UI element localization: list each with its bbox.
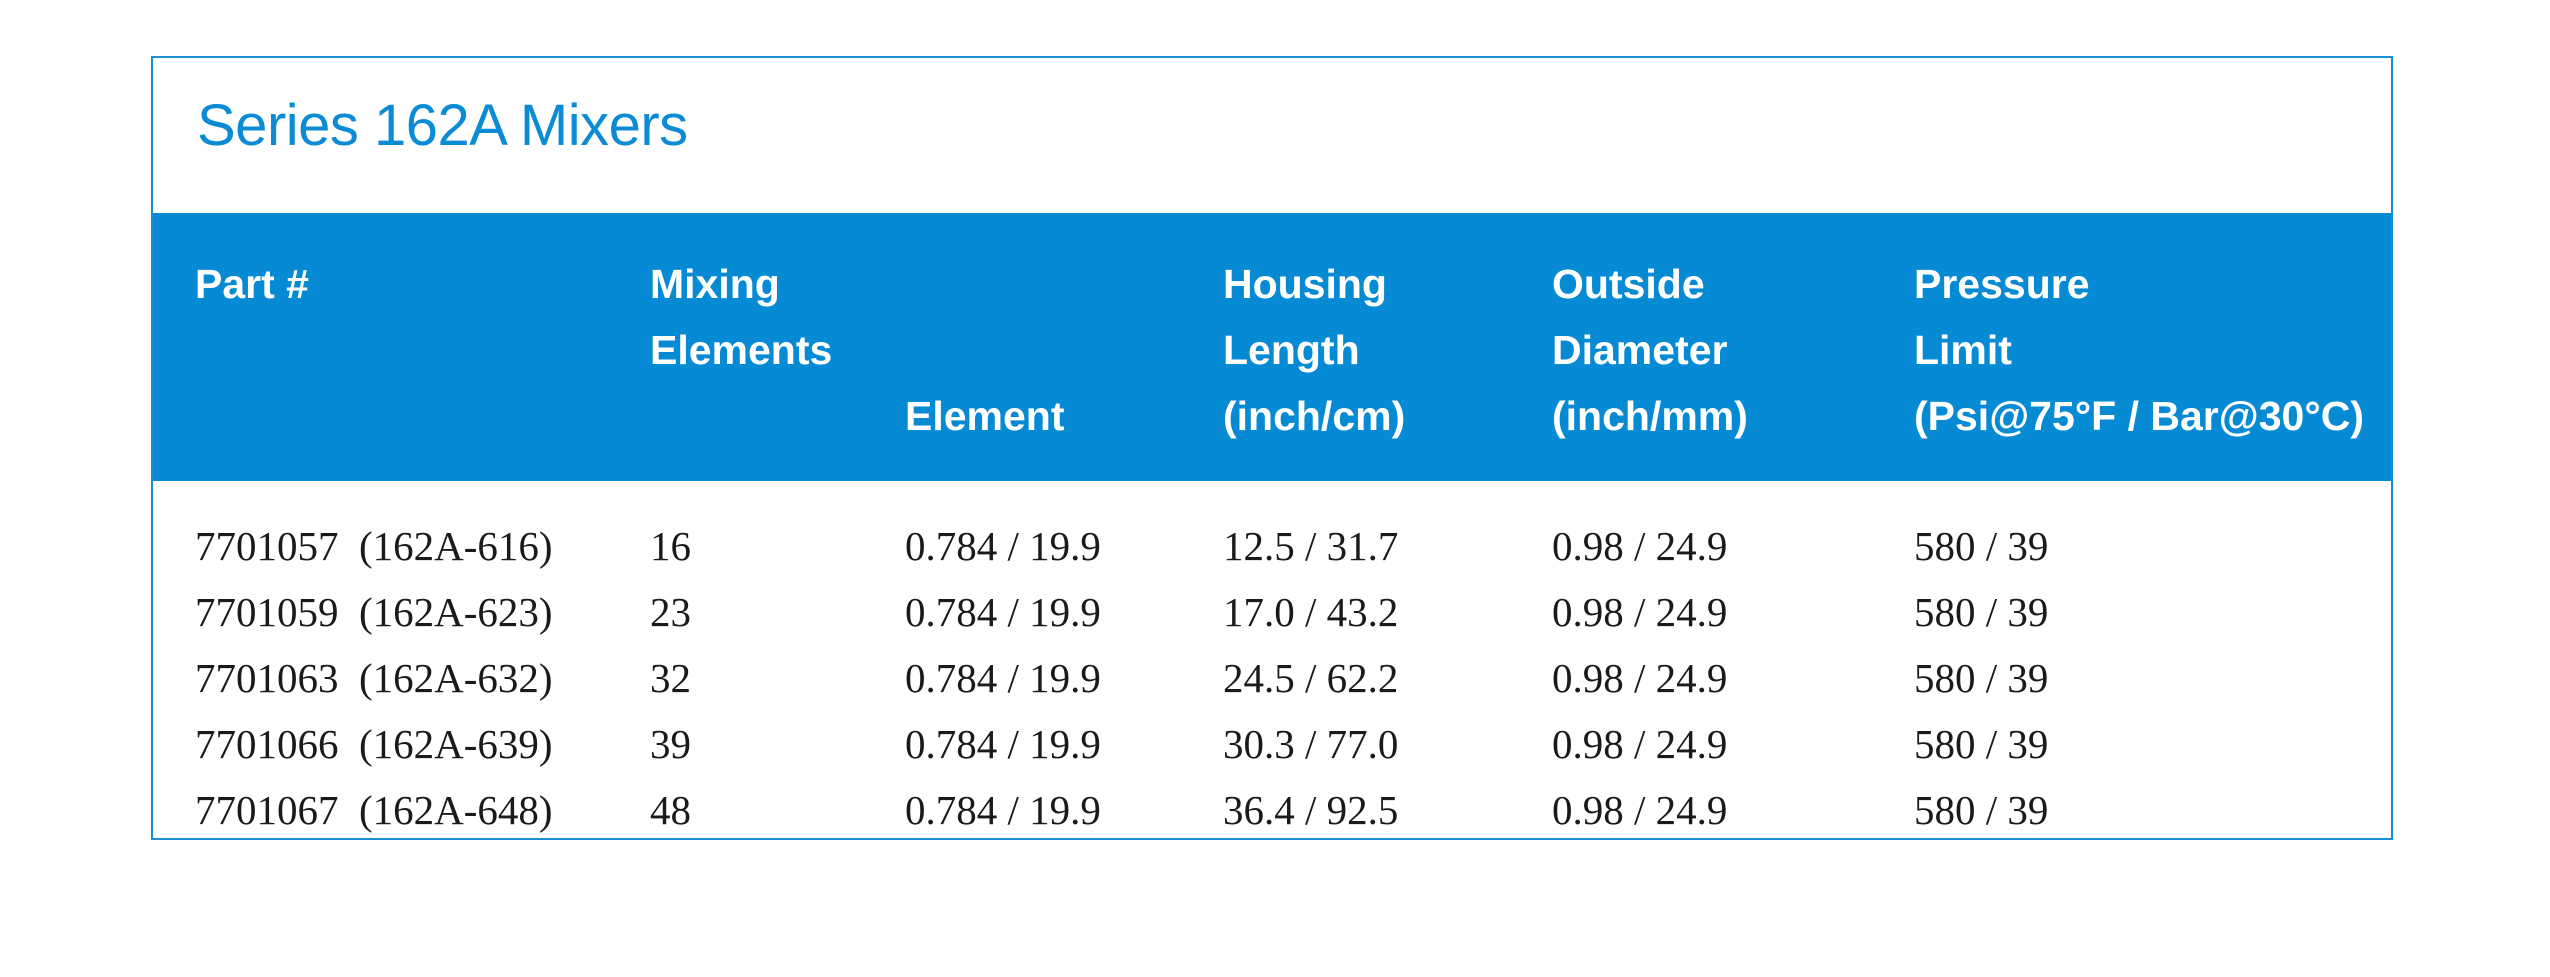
header-element-diameter: Element Diameter (inch/mm): [905, 393, 1113, 835]
table-row: 7701057 (162A-616) 16 0.784 / 19.9 12.5 …: [153, 513, 2391, 579]
cell-part-number: 7701063 (162A-632): [195, 655, 553, 701]
header-housing-length: Housing Length (inch/cm): [1223, 261, 1406, 439]
cell-element-diameter: 0.784 / 19.9: [905, 589, 1101, 635]
cell-mixing-elements: 16: [650, 523, 691, 569]
cell-outside-diameter: 0.98 / 24.9: [1552, 589, 1728, 635]
cell-part-number: 7701057 (162A-616): [195, 523, 553, 569]
cell-housing-length: 36.4 / 92.5: [1223, 787, 1399, 833]
cell-mixing-elements: 23: [650, 589, 691, 635]
table-row: 7701067 (162A-648) 48 0.784 / 19.9 36.4 …: [153, 777, 2391, 843]
header-part-number: Part #: [195, 261, 309, 307]
table-title: Series 162A Mixers: [197, 93, 688, 158]
table-body: 7701057 (162A-616) 16 0.784 / 19.9 12.5 …: [153, 513, 2391, 843]
cell-part-number: 7701059 (162A-623): [195, 589, 553, 635]
cell-element-diameter: 0.784 / 19.9: [905, 787, 1101, 833]
table-row: 7701059 (162A-623) 23 0.784 / 19.9 17.0 …: [153, 579, 2391, 645]
spec-table: Series 162A Mixers Part # Mixing Element…: [151, 56, 2393, 840]
cell-mixing-elements: 32: [650, 655, 691, 701]
cell-element-diameter: 0.784 / 19.9: [905, 523, 1101, 569]
cell-element-diameter: 0.784 / 19.9: [905, 655, 1101, 701]
table-header: Part # Mixing Elements Element Diameter …: [153, 213, 2391, 835]
cell-housing-length: 17.0 / 43.2: [1223, 589, 1399, 635]
table-row: 7701066 (162A-639) 39 0.784 / 19.9 30.3 …: [153, 711, 2391, 777]
cell-mixing-elements: 48: [650, 787, 691, 833]
cell-housing-length: 24.5 / 62.2: [1223, 655, 1399, 701]
cell-outside-diameter: 0.98 / 24.9: [1552, 721, 1728, 767]
cell-element-diameter: 0.784 / 19.9: [905, 721, 1101, 767]
cell-outside-diameter: 0.98 / 24.9: [1552, 655, 1728, 701]
cell-outside-diameter: 0.98 / 24.9: [1552, 523, 1728, 569]
cell-pressure-limit: 580 / 39: [1914, 655, 2049, 701]
table-row: 7701063 (162A-632) 32 0.784 / 19.9 24.5 …: [153, 645, 2391, 711]
cell-pressure-limit: 580 / 39: [1914, 721, 2049, 767]
header-outside-diameter: Outside Diameter (inch/mm): [1552, 261, 1748, 439]
header-pressure-limit: Pressure Limit (Psi@75°F / Bar@30°C): [1914, 261, 2364, 439]
cell-part-number: 7701066 (162A-639): [195, 721, 553, 767]
cell-part-number: 7701067 (162A-648): [195, 787, 553, 833]
cell-pressure-limit: 580 / 39: [1914, 523, 2049, 569]
cell-outside-diameter: 0.98 / 24.9: [1552, 787, 1728, 833]
header-mixing-elements: Mixing Elements: [650, 261, 833, 373]
cell-housing-length: 30.3 / 77.0: [1223, 721, 1399, 767]
cell-pressure-limit: 580 / 39: [1914, 589, 2049, 635]
cell-mixing-elements: 39: [650, 721, 691, 767]
cell-pressure-limit: 580 / 39: [1914, 787, 2049, 833]
cell-housing-length: 12.5 / 31.7: [1223, 523, 1399, 569]
